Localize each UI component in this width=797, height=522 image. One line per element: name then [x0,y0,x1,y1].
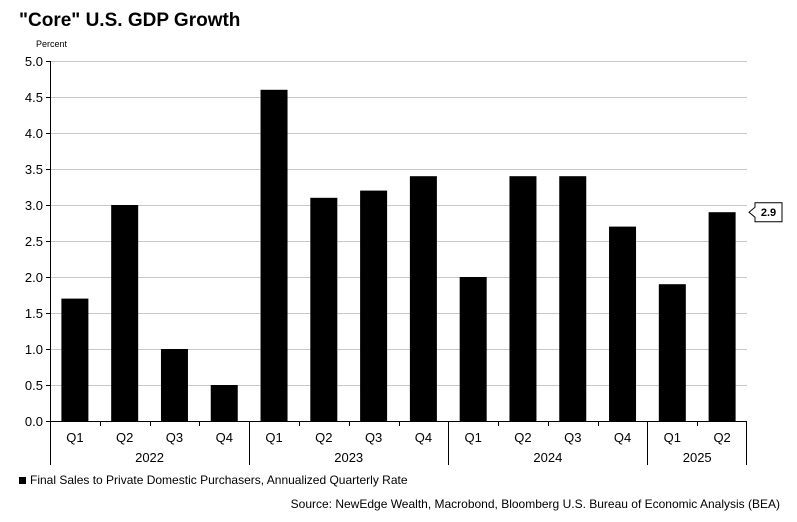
bar [409,176,437,421]
bar [210,385,238,421]
x-tick-label: Q1 [265,430,282,445]
x-tick-label: Q4 [216,430,233,445]
bar [658,284,686,421]
x-tick-label: Q1 [66,430,83,445]
y-tick-label: 3.5 [25,162,43,177]
bar [310,197,338,421]
x-tick-label: Q2 [713,430,730,445]
y-tick-label: 2.0 [25,270,43,285]
legend-swatch [19,476,26,484]
x-tick-label: Q2 [315,430,332,445]
x-tick-label: Q2 [514,430,531,445]
source-note: Source: NewEdge Wealth, Macrobond, Bloom… [290,497,780,511]
x-tick-label: Q3 [564,430,581,445]
legend: Final Sales to Private Domestic Purchase… [19,473,408,487]
x-tick-label: Q4 [614,430,631,445]
bar [260,89,288,422]
bar [111,205,139,421]
bar [609,226,637,421]
last-value-callout: 2.9 [748,202,783,223]
x-tick-label: Q3 [365,430,382,445]
year-label: 2022 [135,450,164,465]
bar [459,277,487,421]
year-label: 2025 [683,450,712,465]
y-tick-label: 0.5 [25,378,43,393]
x-tick-label: Q1 [664,430,681,445]
y-tick-label: 2.5 [25,234,43,249]
axes [46,61,747,465]
y-tick-label: 4.0 [25,126,43,141]
bar [509,176,537,421]
y-axis-unit-label: Percent [36,39,68,49]
bar [160,349,188,421]
gridlines [50,61,747,386]
y-tick-label: 4.5 [25,90,43,105]
x-tick-label: Q2 [116,430,133,445]
y-tick-label: 3.0 [25,198,43,213]
y-tick-label: 0.0 [25,414,43,429]
x-tick-label: Q4 [415,430,432,445]
year-label: 2023 [334,450,363,465]
x-tick-label: Q1 [465,430,482,445]
bar [708,212,736,421]
x-tick-label: Q3 [166,430,183,445]
legend-label: Final Sales to Private Domestic Purchase… [30,473,408,487]
y-tick-label: 1.0 [25,342,43,357]
year-label: 2024 [533,450,562,465]
y-tick-label: 5.0 [25,54,43,69]
chart-title: "Core" U.S. GDP Growth [19,10,241,31]
last-value-box [748,202,783,223]
bar [360,190,388,421]
bars [61,89,736,422]
axis-labels: 0.0 0.5 1.0 1.5 2.0 2.5 3.0 3.5 4.0 4.5 5.0 Q1 Q2 Q3 Q… [25,54,731,465]
bar [559,176,587,421]
bar [61,298,89,421]
y-tick-label: 1.5 [25,306,43,321]
last-value-label: 2.9 [761,207,776,219]
